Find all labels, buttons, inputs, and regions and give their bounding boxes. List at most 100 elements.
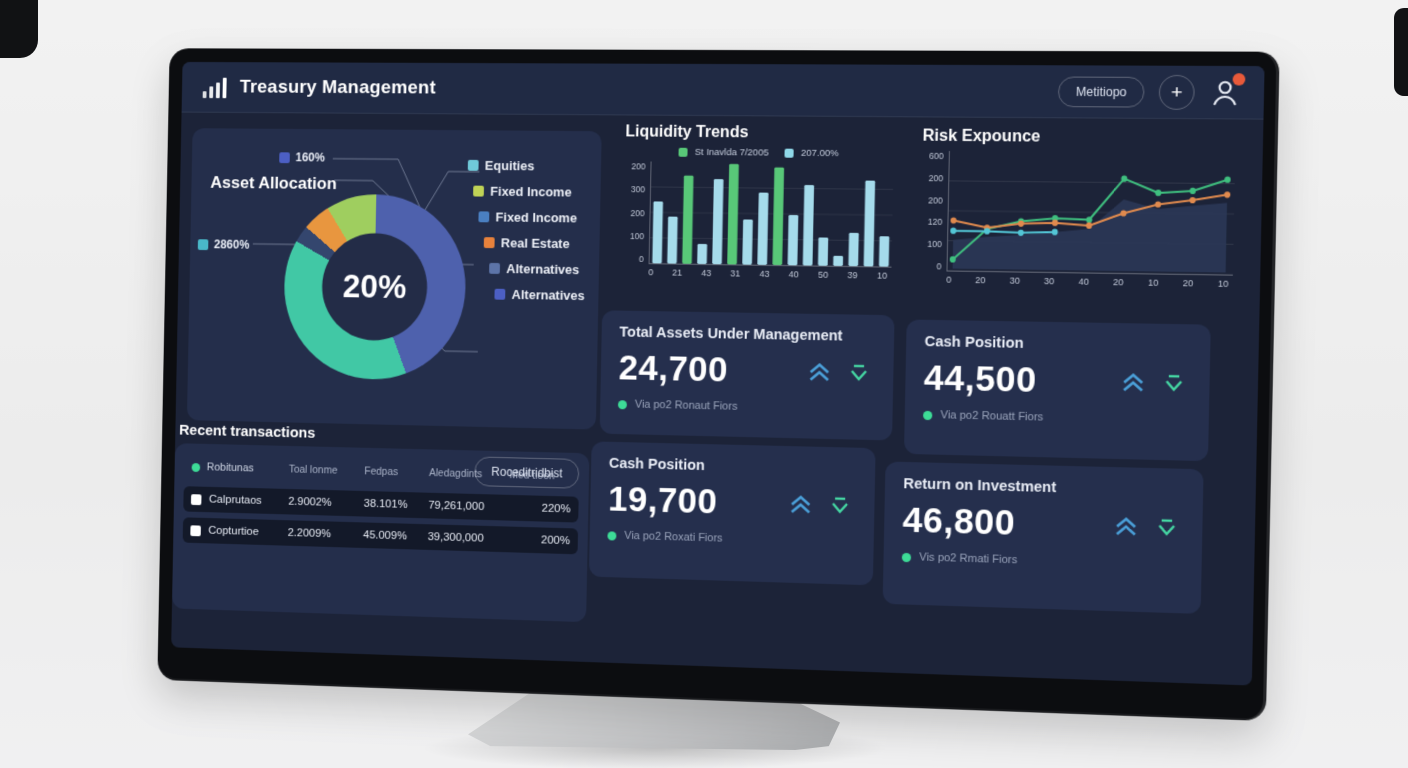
transactions-action-button[interactable]: Roceditridbist — [474, 456, 580, 489]
legend-item: Alternatives — [494, 287, 585, 303]
risk-x-axis: 0 20 30 30 40 20 10 20 10 — [946, 275, 1228, 289]
callout-swatch-icon — [279, 151, 290, 163]
legend-item: Fixed Income — [472, 183, 587, 200]
x-tick-label: 0 — [946, 274, 952, 285]
card-caption: Via po2 Rouatt Fiors — [923, 409, 1190, 427]
row-label: Calprutaos — [208, 493, 262, 507]
x-tick-label: 21 — [672, 267, 683, 278]
x-tick-label: 10 — [876, 270, 888, 281]
chart-title: Risk Expounce — [922, 127, 1041, 146]
chevron-down-icon — [846, 362, 871, 385]
card-value: 46,800 — [902, 500, 1016, 543]
user-profile-button[interactable] — [1209, 72, 1246, 108]
x-tick-label: 43 — [701, 267, 712, 279]
legend-label: Alternatives — [511, 287, 585, 304]
card-value: 19,700 — [607, 479, 718, 522]
legend-item: Alternatives — [488, 261, 586, 277]
legend-swatch-icon — [477, 211, 489, 223]
donut-callout-label: 2860% — [197, 237, 250, 252]
header-actions: Metitiopo + — [1058, 72, 1246, 110]
card-caption: Via po2 Roxati Fiors — [607, 529, 855, 548]
card-title: Cash Position — [924, 333, 1024, 352]
x-tick-label: 30 — [1009, 275, 1021, 286]
y-tick-label: 0 — [638, 254, 644, 265]
x-tick-label: 20 — [1182, 278, 1194, 289]
callout-swatch-icon — [197, 238, 209, 250]
add-button[interactable]: + — [1158, 74, 1195, 110]
x-tick-label: 43 — [759, 268, 770, 279]
row-value-cell: 2.2009% — [287, 527, 332, 541]
monitor-bezel: Treasury Management Metitiopo + — [157, 48, 1280, 722]
legend-label: Equities — [484, 158, 535, 174]
table-header-cell: Robitunas — [191, 461, 289, 475]
double-chevron-up-icon — [1112, 515, 1140, 538]
x-tick-label: 10 — [1217, 278, 1229, 289]
legend-swatch-icon — [488, 262, 500, 274]
y-tick-label: 100 — [629, 230, 645, 241]
row-value-cell: 220% — [541, 502, 571, 516]
liquidity-trends-chart: Liquidity Trends St Inavlda 7/2005 207.00… — [622, 123, 894, 307]
bar-chart-logo-icon — [202, 76, 227, 98]
legend-swatch-icon — [784, 148, 794, 158]
donut-hole: 20% — [321, 232, 429, 342]
background-object-top-right — [1394, 8, 1408, 96]
row-name-cell: Copturtioe — [190, 524, 287, 539]
row-value-cell: 200% — [540, 534, 571, 548]
legend-swatch-icon — [678, 147, 688, 157]
legend-swatch-icon — [467, 159, 479, 171]
table-row[interactable]: Copturtioe 2.2009% 45.009% 39,300,000 200% — [182, 517, 579, 555]
stat-card-return-on-investment: Return on Investment 46,800 Vis po2 Rmat… — [882, 461, 1204, 614]
status-dot-icon — [901, 552, 912, 562]
y-tick-label: 100 — [927, 239, 942, 250]
table-row[interactable]: Calprutaos 2.9002% 38.101% 79,261,000 220% — [183, 486, 579, 523]
x-tick-label: 50 — [817, 269, 829, 280]
legend-label: 207.00% — [800, 147, 839, 160]
status-dot-icon — [191, 462, 201, 472]
legend-label: Real Estate — [500, 235, 570, 252]
legend-label: Fixed Income — [490, 183, 572, 200]
card-title: Return on Investment — [903, 476, 1057, 497]
checkbox[interactable] — [190, 493, 202, 505]
row-value-cell: 38.101% — [363, 497, 408, 511]
row-value-cell: 39,300,000 — [427, 531, 484, 545]
chevron-down-icon — [828, 494, 853, 517]
risk-expounce-chart: Risk Expounce 600 200 200 120 100 0 0 20 30 30 40… — [919, 128, 1236, 321]
y-tick-label: 0 — [936, 261, 942, 272]
x-tick-label: 0 — [648, 267, 654, 278]
checkbox[interactable] — [190, 524, 201, 536]
risk-plot — [946, 150, 1236, 276]
x-tick-label: 40 — [1078, 276, 1089, 287]
asset-allocation-legend: Equities Fixed Income Fixed Income Real Est… — [465, 158, 588, 303]
card-caption: Via po2 Ronaut Fiors — [617, 398, 875, 416]
liquidity-plot — [648, 161, 894, 268]
status-dot-icon — [617, 399, 628, 409]
row-value-cell: 45.009% — [362, 529, 407, 543]
chevron-down-icon — [1154, 516, 1180, 539]
trend-icons — [787, 493, 852, 517]
y-tick-label: 200 — [928, 172, 944, 184]
legend-item: St Inavlda 7/2005 — [678, 147, 769, 159]
legend-item: Fixed Income — [477, 209, 586, 225]
x-tick-label: 20 — [975, 274, 986, 286]
app-title: Treasury Management — [239, 76, 437, 98]
row-value-cell: 79,261,000 — [428, 499, 485, 513]
legend-swatch-icon — [494, 288, 505, 300]
y-tick-label: 120 — [927, 217, 943, 228]
row-label: Copturtioe — [208, 524, 259, 539]
y-tick-label: 200 — [928, 194, 943, 206]
card-value: 24,700 — [618, 348, 729, 390]
legend-item: 207.00% — [784, 147, 839, 160]
double-chevron-up-icon — [806, 361, 833, 384]
header-label: Robitunas — [206, 461, 254, 475]
stat-card-cash-position-2: Cash Position 19,700 Via po2 Roxati Fior… — [588, 441, 876, 586]
dashboard-screen: Treasury Management Metitiopo + — [171, 61, 1265, 686]
status-dot-icon — [923, 410, 933, 420]
risk-y-axis: 600 200 200 120 100 0 — [920, 151, 949, 272]
y-tick-label: 300 — [630, 184, 646, 195]
chart-title: Liquidity Trends — [625, 123, 749, 142]
background-object-top-left — [0, 0, 38, 58]
menu-button[interactable]: Metitiopo — [1058, 75, 1145, 108]
stat-card-cash-position: Cash Position 44,500 Via po2 Rouatt Fior… — [903, 319, 1211, 462]
row-value-cell: 2.9002% — [288, 495, 332, 509]
